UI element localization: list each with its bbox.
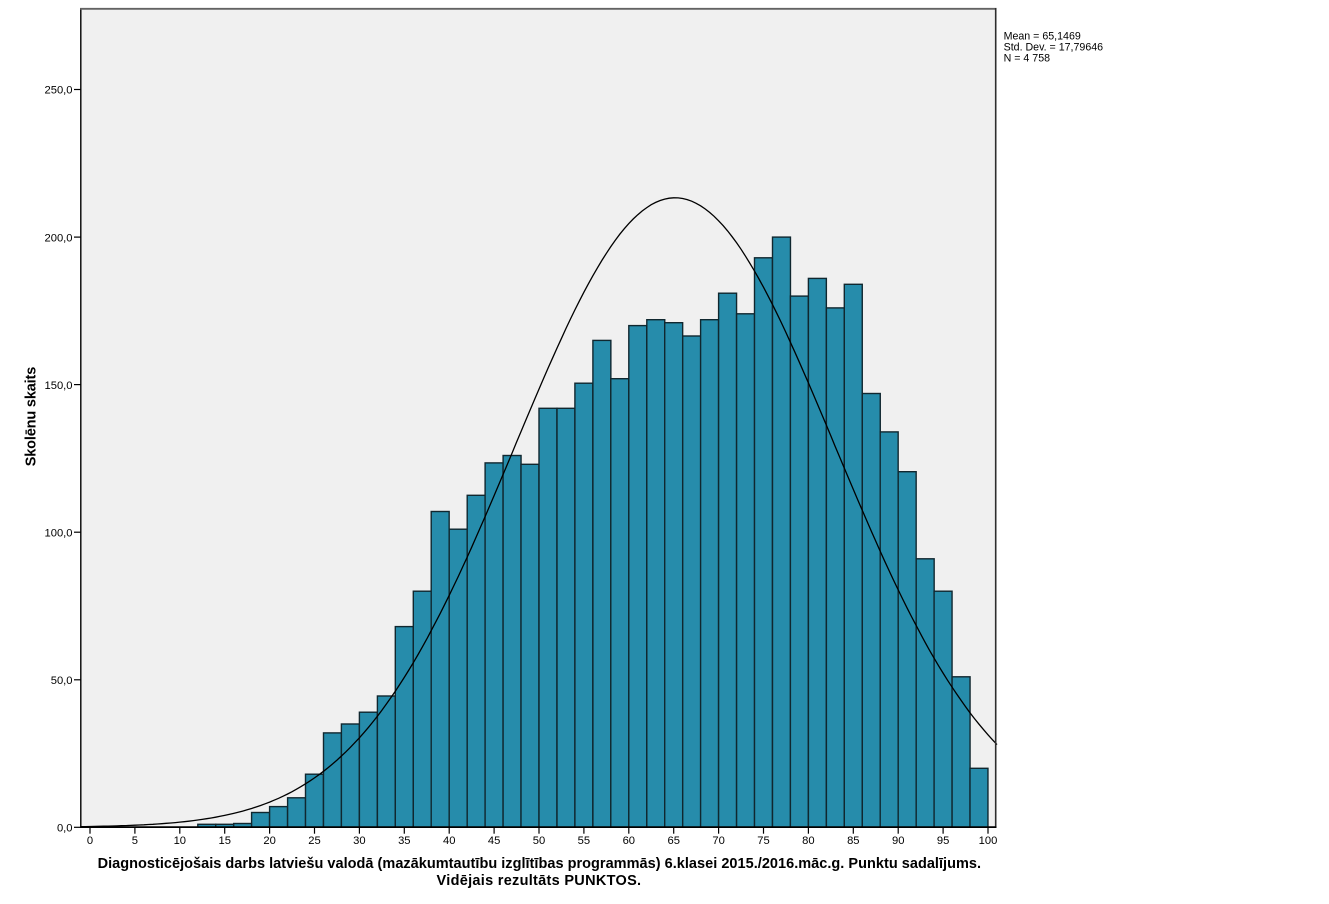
svg-text:Std. Dev. = 17,79646: Std. Dev. = 17,79646 [1004, 42, 1104, 54]
svg-text:100: 100 [979, 835, 998, 847]
svg-text:200,0: 200,0 [45, 232, 73, 244]
svg-text:25: 25 [308, 835, 320, 847]
svg-text:Vidējais rezultāts PUNKTOS.: Vidējais rezultāts PUNKTOS. [437, 873, 642, 889]
svg-text:20: 20 [263, 835, 275, 847]
svg-text:15: 15 [218, 835, 230, 847]
svg-text:Diagnosticējošais darbs latvie: Diagnosticējošais darbs latviešu valodā … [98, 856, 981, 872]
svg-text:10: 10 [174, 835, 186, 847]
svg-text:100,0: 100,0 [45, 527, 73, 539]
svg-text:30: 30 [353, 835, 365, 847]
svg-text:Skolēnu skaits: Skolēnu skaits [23, 367, 39, 467]
svg-text:0: 0 [87, 835, 93, 847]
svg-text:50: 50 [533, 835, 545, 847]
svg-text:5: 5 [132, 835, 138, 847]
svg-text:95: 95 [937, 835, 949, 847]
svg-text:45: 45 [488, 835, 500, 847]
svg-text:90: 90 [892, 835, 904, 847]
svg-text:50,0: 50,0 [51, 675, 73, 687]
svg-text:70: 70 [712, 835, 724, 847]
svg-text:40: 40 [443, 835, 455, 847]
svg-text:0,0: 0,0 [57, 823, 73, 835]
svg-text:N = 4 758: N = 4 758 [1004, 53, 1051, 65]
svg-text:250,0: 250,0 [45, 85, 73, 97]
svg-text:60: 60 [623, 835, 635, 847]
svg-text:Mean = 65,1469: Mean = 65,1469 [1004, 31, 1081, 43]
svg-text:35: 35 [398, 835, 410, 847]
svg-text:85: 85 [847, 835, 859, 847]
svg-text:150,0: 150,0 [45, 380, 73, 392]
svg-text:65: 65 [667, 835, 679, 847]
svg-text:75: 75 [757, 835, 769, 847]
svg-text:55: 55 [578, 835, 590, 847]
svg-text:80: 80 [802, 835, 814, 847]
